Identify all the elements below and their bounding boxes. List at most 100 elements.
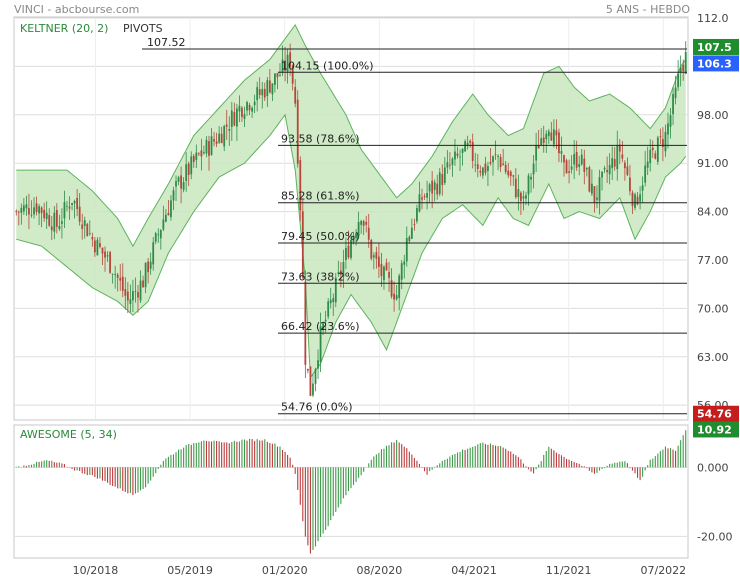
candle-body <box>570 166 573 170</box>
candle-body <box>350 239 352 258</box>
candle-body <box>347 245 350 258</box>
pivots-indicator-label: PIVOTS <box>123 22 163 35</box>
candle-body <box>540 138 543 145</box>
candle-body <box>537 144 540 149</box>
candle-body <box>560 151 563 154</box>
candle-body <box>580 154 583 165</box>
candle-body <box>30 214 33 216</box>
candle-body <box>177 177 180 182</box>
candle-body <box>228 129 231 131</box>
candle-body <box>509 171 512 177</box>
candle-body <box>152 242 155 265</box>
candle-body <box>550 132 553 141</box>
candle-body <box>443 167 446 184</box>
candle-body <box>555 130 558 136</box>
price-badge-label: 54.76 <box>697 408 732 421</box>
candle-body <box>471 141 474 161</box>
candle-body <box>286 54 289 72</box>
candle-body <box>167 212 170 216</box>
candle-body <box>380 263 383 277</box>
fibonacci-label: 54.76 (0.0%) <box>281 401 353 414</box>
candle-body <box>101 247 104 254</box>
candle-body <box>342 262 345 277</box>
candle-body <box>547 131 550 137</box>
candle-body <box>393 293 396 300</box>
candle-body <box>35 203 38 212</box>
candle-body <box>656 137 659 162</box>
candle-body <box>263 88 266 98</box>
candle-body <box>192 155 195 162</box>
candle-body <box>433 182 436 190</box>
pivot-label: 107.52 <box>147 36 186 49</box>
candle-body <box>312 383 314 396</box>
candle-body <box>322 323 325 331</box>
candle-body <box>677 73 680 88</box>
oscillator-value-badge <box>693 421 739 438</box>
price-y-tick-label: 77.00 <box>697 254 729 267</box>
candle-body <box>243 114 246 119</box>
candle-body <box>644 165 647 183</box>
candle-body <box>185 164 188 181</box>
candle-body <box>200 150 203 157</box>
candle-body <box>58 226 61 229</box>
candle-body <box>306 368 309 371</box>
keltner-upper-line <box>16 23 687 248</box>
candle-body <box>116 274 119 278</box>
candle-body <box>365 221 368 225</box>
fibonacci-label: 93.58 (78.6%) <box>281 132 360 145</box>
candle-body <box>517 189 520 198</box>
price-panel-frame <box>13 16 689 421</box>
candle-body <box>674 87 677 99</box>
candle-body <box>575 152 578 168</box>
price-y-tick-label: 98.00 <box>697 109 729 122</box>
candle-body <box>682 64 685 72</box>
candle-body <box>279 74 281 76</box>
candle-body <box>591 183 593 194</box>
candle-body <box>672 94 674 115</box>
candle-body <box>669 115 672 127</box>
price-badge-label: 106.3 <box>697 57 732 70</box>
candle-body <box>22 205 25 212</box>
candle-body <box>225 124 228 127</box>
candle-body <box>476 164 479 169</box>
candle-body <box>261 88 264 96</box>
candle-body <box>464 141 467 152</box>
candle-body <box>175 181 177 187</box>
candle-body <box>86 223 89 237</box>
candle-body <box>218 133 221 143</box>
candle-body <box>573 154 576 165</box>
candle-body <box>66 205 68 207</box>
candle-body <box>494 154 497 156</box>
x-tick-label: 05/2019 <box>167 564 213 577</box>
candle-body <box>114 273 117 275</box>
candle-body <box>99 243 101 247</box>
candle-body <box>634 194 636 208</box>
candle-body <box>390 280 393 297</box>
candle-body <box>596 197 598 200</box>
price-y-tick-label: 112.0 <box>697 12 729 25</box>
candle-body <box>223 125 226 147</box>
candle-body <box>583 158 586 172</box>
candle-body <box>299 160 302 211</box>
candle-body <box>93 240 96 253</box>
candle-body <box>172 190 175 201</box>
candle-body <box>208 141 210 156</box>
candle-body <box>654 153 657 159</box>
candle-body <box>28 208 30 215</box>
candle-body <box>345 247 347 261</box>
oscillator-y-tick-label: -20.00 <box>697 530 732 543</box>
candle-body <box>383 266 385 281</box>
candle-body <box>129 299 132 304</box>
candle-body <box>248 105 251 111</box>
candle-body <box>355 233 357 239</box>
candle-body <box>502 163 505 166</box>
chart-period-label: 5 ANS - HEBDO <box>605 3 690 16</box>
price-badge <box>693 38 739 55</box>
fibonacci-label: 104.15 (100.0%) <box>281 59 374 72</box>
candle-body <box>360 221 363 225</box>
candle-body <box>324 319 327 322</box>
candle-body <box>679 67 682 73</box>
candle-body <box>461 148 464 153</box>
candle-body <box>466 142 469 146</box>
candle-body <box>241 107 243 117</box>
